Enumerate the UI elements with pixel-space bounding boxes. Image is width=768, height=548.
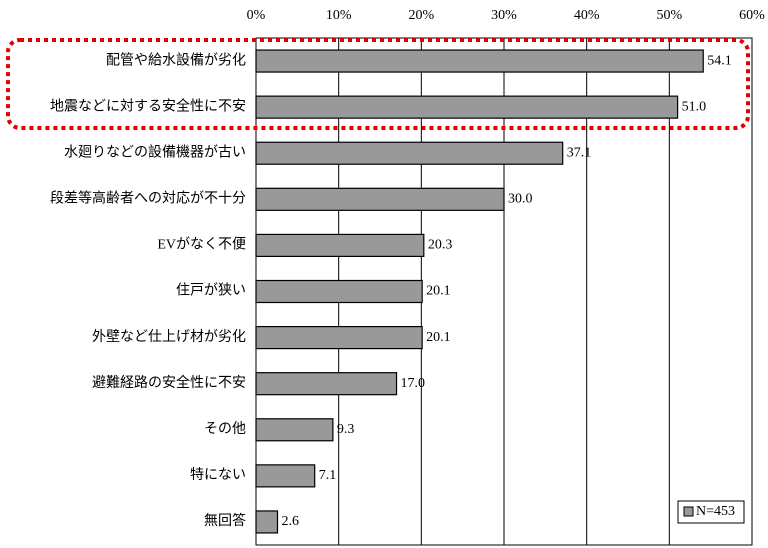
value-label: 9.3 [337,422,355,437]
x-tick-label: 20% [408,8,434,23]
legend-label: N=453 [696,504,735,519]
y-tick-label: 住戸が狭い [176,283,246,299]
y-tick-label: 避難経路の安全性に不安 [92,374,246,391]
y-tick-label: 水廻りなどの設備機器が古い [64,144,246,160]
value-label: 2.6 [281,514,299,529]
x-tick-label: 10% [326,8,352,23]
value-label: 7.1 [319,468,337,483]
bar [255,510,279,534]
bar [255,233,425,258]
bar [255,372,398,396]
value-label: 17.0 [401,376,426,391]
value-label: 20.1 [426,330,451,345]
value-label: 20.1 [426,284,451,299]
x-tick-label: 0% [247,8,266,23]
value-label: 51.0 [682,99,707,114]
x-tick-label: 40% [574,8,600,23]
bar [255,418,334,442]
bar [255,141,564,165]
y-tick-label: 配管や給水設備が劣化 [106,52,246,68]
y-tick-label: 無回答 [204,512,246,529]
x-tick-label: 60% [739,8,765,23]
legend-swatch [683,506,694,517]
bar [255,95,679,119]
x-tick-label: 50% [656,8,682,23]
y-tick-label: 段差等高齢者への対応が不十分 [50,190,246,207]
bar [255,187,505,211]
bar [255,49,704,73]
highlight-box [6,38,750,130]
bar [255,325,423,350]
y-tick-label: その他 [204,421,246,437]
value-label: 20.3 [428,238,453,253]
bar [255,464,316,488]
y-tick-label: 特にない [190,467,246,483]
legend-box [677,500,745,524]
x-tick-label: 30% [491,8,517,23]
y-tick-label: 外壁など仕上げ材が劣化 [92,329,246,345]
value-label: 30.0 [508,192,533,207]
y-tick-label: EVがなく不便 [157,237,246,253]
value-label: 37.1 [567,145,592,160]
value-label: 54.1 [707,53,732,68]
y-tick-label: 地震などに対する安全性に不安 [50,97,246,114]
bar [255,279,423,304]
